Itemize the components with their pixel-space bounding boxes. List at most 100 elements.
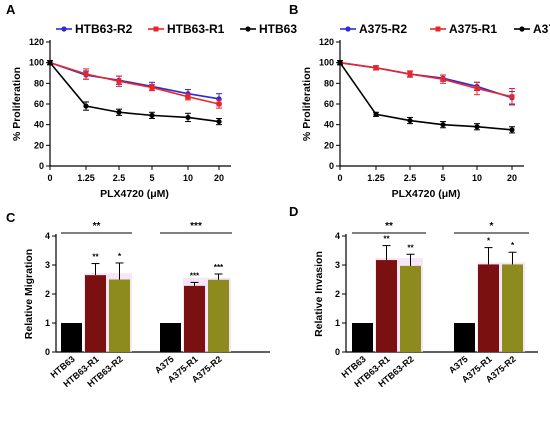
data-point	[216, 118, 222, 125]
data-point	[216, 101, 222, 107]
bar	[502, 264, 523, 352]
panel-letter-a: A	[6, 2, 16, 17]
data-point	[185, 114, 191, 121]
x-axis-title: PLX4720 (μM)	[100, 188, 169, 200]
x-tick-label: 10	[183, 173, 193, 183]
data-point	[407, 71, 413, 77]
y-tick-label: 20	[34, 140, 44, 150]
data-point	[373, 65, 379, 71]
y-tick-label: 100	[29, 58, 44, 68]
series-htb63-r1: HTB63-R1	[47, 22, 225, 109]
y-tick-label: 3	[45, 260, 50, 270]
data-point	[337, 60, 343, 66]
bar	[478, 264, 499, 352]
x-tick-label: 10	[472, 173, 482, 183]
legend-label: HTB63-R2	[75, 22, 133, 36]
y-tick-label: 0	[39, 161, 44, 171]
x-tick-label: 1.25	[77, 173, 95, 183]
y-tick-label: 3	[335, 260, 340, 270]
panel-letter-d: D	[289, 204, 298, 219]
x-tick-label: 1.25	[367, 173, 385, 183]
data-point	[440, 76, 446, 82]
bar	[400, 265, 421, 352]
x-axis-title: PLX4720 (μM)	[392, 188, 461, 200]
data-point	[149, 84, 155, 90]
bar	[109, 279, 130, 352]
y-tick-label: 4	[335, 231, 340, 241]
y-axis-title: % Proliferation	[301, 67, 313, 141]
data-point	[509, 127, 515, 133]
x-tick-label: 5	[440, 173, 445, 183]
bar-group: HTB63**HTB63-R1*HTB63-R2**	[49, 221, 132, 389]
legend-label: HTB63	[259, 22, 297, 36]
y-tick-label: 20	[324, 140, 334, 150]
y-tick-label: 60	[324, 99, 334, 109]
series-line	[49, 61, 220, 100]
legend-label: A375-R2	[359, 22, 407, 36]
y-tick-label: 40	[34, 120, 44, 130]
x-tick-label: 5	[149, 173, 154, 183]
panel-letter-b: B	[289, 2, 298, 17]
series-line	[49, 62, 220, 123]
group-significance-label: **	[385, 221, 393, 232]
data-point	[407, 117, 413, 124]
legend-label: A375	[533, 22, 550, 36]
y-axis-title: % Proliferation	[11, 67, 23, 141]
x-tick-label: 20	[507, 173, 517, 183]
y-tick-label: 1	[45, 318, 50, 328]
y-tick-label: 0	[329, 161, 334, 171]
significance-label: **	[92, 253, 99, 262]
group-significance-label: ***	[190, 221, 202, 232]
panel-c: C 0 1 2 3 4 Relative Migration HTB63**HTB63-R1*…	[6, 210, 270, 389]
data-point	[116, 78, 122, 84]
legend-marker	[61, 26, 67, 32]
series-a375: A375	[337, 22, 550, 134]
bar	[184, 285, 205, 352]
bar	[352, 323, 373, 352]
y-tick-label: 100	[319, 58, 334, 68]
y-tick-label: 1	[335, 318, 340, 328]
data-point	[185, 94, 191, 100]
data-point	[509, 94, 515, 100]
bar	[208, 279, 229, 352]
data-point	[116, 109, 122, 115]
series-line	[339, 61, 513, 99]
data-point	[47, 60, 53, 66]
legend-marker	[435, 26, 441, 32]
series-line	[339, 61, 513, 98]
bar-group: A375***A375-R1***A375-R2***	[153, 221, 232, 385]
y-tick-label: 80	[34, 78, 44, 88]
data-point	[83, 103, 89, 109]
group-significance-label: **	[93, 221, 101, 232]
bar	[85, 275, 106, 352]
x-tick-label: 2.5	[113, 173, 126, 183]
bar	[454, 323, 475, 352]
significance-label: *	[487, 237, 491, 246]
y-tick-label: 40	[324, 120, 334, 130]
data-point	[149, 112, 155, 118]
bar-group: A375*A375-R1*A375-R2*	[447, 221, 529, 385]
x-tick-label: 0	[47, 173, 52, 183]
data-point	[83, 71, 89, 77]
panel-d: D 0 1 2 3 4 Relative Invasion HTB63**HTB63-R1**…	[289, 204, 538, 389]
bar-group: HTB63**HTB63-R1**HTB63-R2**	[340, 221, 426, 389]
y-tick-label: 4	[45, 231, 50, 241]
x-tick-label: 0	[337, 173, 342, 183]
significance-label: **	[407, 243, 414, 252]
bar	[376, 260, 397, 352]
bar	[61, 323, 82, 352]
group-significance-label: *	[490, 221, 494, 232]
series-htb63: HTB63	[47, 22, 297, 126]
y-tick-label: 120	[319, 37, 334, 47]
x-tick-label: 20	[214, 173, 224, 183]
series-line	[49, 61, 220, 105]
y-tick-label: 2	[335, 289, 340, 299]
y-tick-label: 0	[335, 347, 340, 357]
bar	[160, 323, 181, 352]
legend-label: A375-R1	[449, 22, 497, 36]
y-tick-label: 0	[45, 347, 50, 357]
significance-label: **	[383, 235, 390, 244]
panel-letter-c: C	[6, 210, 16, 225]
y-tick-label: 120	[29, 37, 44, 47]
